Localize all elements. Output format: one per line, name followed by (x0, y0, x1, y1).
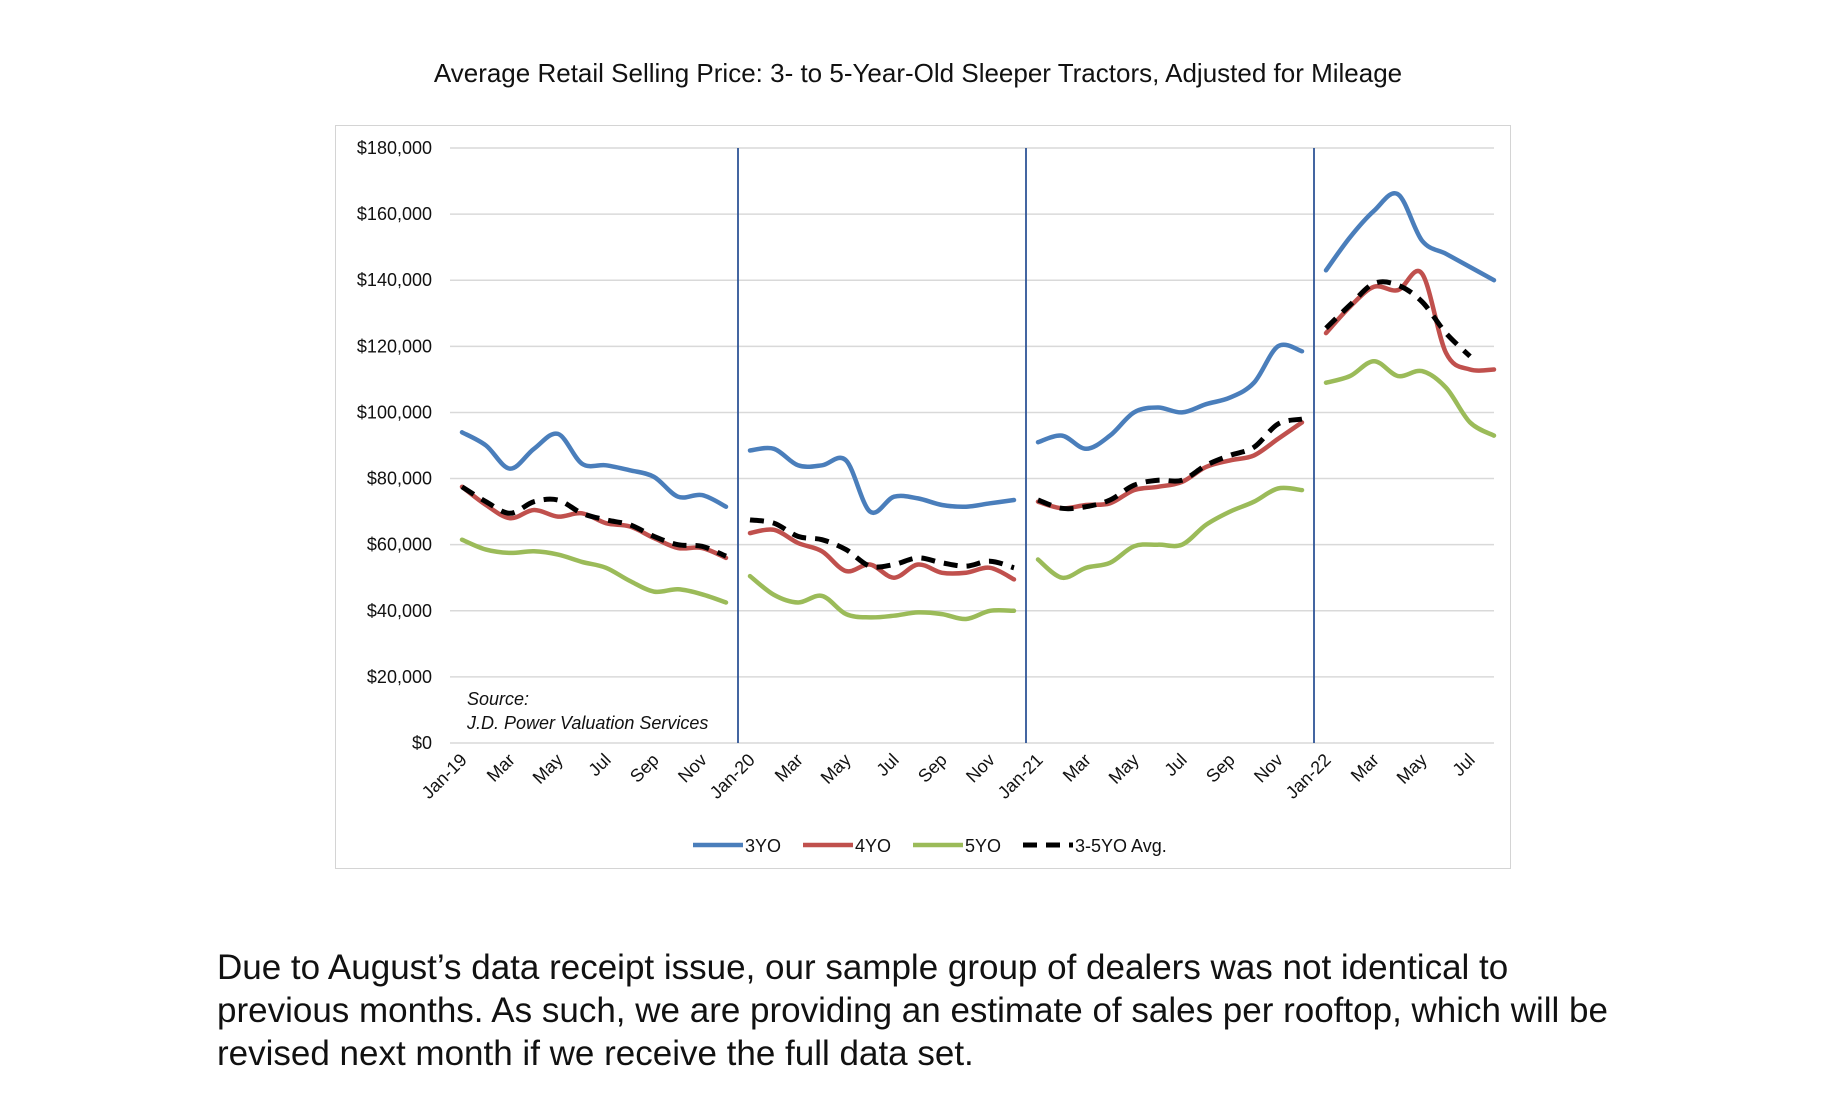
x-tick-label: Sep (914, 750, 951, 787)
series-line-segment (460, 484, 727, 559)
y-tick-label: $20,000 (367, 667, 432, 687)
series-line-segment (1035, 485, 1305, 581)
source-note-line: Source: (467, 689, 529, 709)
series-line-segment (747, 445, 1017, 516)
series-line-segment (459, 430, 729, 509)
source-note-line: J.D. Power Valuation Services (466, 713, 708, 733)
x-tick-label: Jan-20 (706, 750, 759, 803)
chart-frame (335, 125, 1511, 869)
series-line-segment (1323, 191, 1497, 283)
y-tick-label: $120,000 (357, 336, 432, 356)
x-tick-label: Mar (483, 750, 519, 786)
series-line-segment (1037, 416, 1303, 512)
series-4yo (459, 268, 1497, 582)
x-tick-label: Mar (1059, 750, 1095, 786)
series-5yo (459, 358, 1497, 622)
x-tick-label: Jan-19 (418, 750, 471, 803)
y-axis-ticks: $0 $20,000 $40,000 $60,000 $80,000 $100,000 $1… (357, 138, 432, 753)
legend-label: 5YO (965, 836, 1001, 856)
x-tick-label: Sep (1202, 750, 1239, 787)
series-line-segment (1035, 342, 1305, 452)
x-tick-label: Jul (584, 750, 614, 780)
x-tick-label: May (529, 750, 567, 788)
body-paragraph: Due to August’s data receipt issue, our … (217, 948, 1608, 1073)
series-3-5yo-avg- (460, 279, 1472, 571)
x-tick-label: Mar (1347, 750, 1383, 786)
series-3yo (459, 191, 1497, 516)
y-tick-label: $60,000 (367, 535, 432, 555)
x-tick-label: May (1105, 750, 1143, 788)
year-dividers (737, 148, 1315, 743)
x-tick-label: Nov (962, 750, 999, 787)
y-tick-label: $100,000 (357, 402, 432, 422)
legend-label: 4YO (855, 836, 891, 856)
legend: 3YO 4YO 5YO 3-5YO Avg. (693, 836, 1167, 856)
series-line-segment (1323, 358, 1497, 438)
series-lines (459, 191, 1497, 622)
x-tick-label: Mar (771, 750, 807, 786)
y-tick-label: $160,000 (357, 204, 432, 224)
legend-label: 3YO (745, 836, 781, 856)
line-chart: $0 $20,000 $40,000 $60,000 $80,000 $100,000 $1… (357, 138, 1497, 856)
x-tick-label: Nov (674, 750, 711, 787)
x-tick-label: Sep (626, 750, 663, 787)
x-tick-label: May (1393, 750, 1431, 788)
y-tick-label: $40,000 (367, 601, 432, 621)
x-tick-label: Jul (872, 750, 902, 780)
series-line-segment (749, 517, 1015, 571)
series-line-segment (459, 537, 729, 605)
x-tick-label: Nov (1250, 750, 1287, 787)
x-tick-label: Jan-21 (994, 750, 1047, 803)
series-line-segment (747, 573, 1017, 622)
y-tick-label: $80,000 (367, 469, 432, 489)
source-annotation: Source: J.D. Power Valuation Services (466, 689, 708, 733)
series-line-segment (1324, 279, 1472, 359)
y-tick-label: $0 (412, 733, 432, 753)
y-tick-label: $180,000 (357, 138, 432, 158)
x-tick-label: Jul (1160, 750, 1190, 780)
chart-title: Average Retail Selling Price: 3- to 5-Ye… (433, 58, 1403, 88)
x-tick-label: Jan-22 (1282, 750, 1335, 803)
x-tick-label: Jul (1448, 750, 1478, 780)
series-line-segment (747, 527, 1017, 582)
legend-label: 3-5YO Avg. (1075, 836, 1167, 856)
x-tick-label: May (817, 750, 855, 788)
gridlines (450, 147, 1494, 744)
y-tick-label: $140,000 (357, 270, 432, 290)
